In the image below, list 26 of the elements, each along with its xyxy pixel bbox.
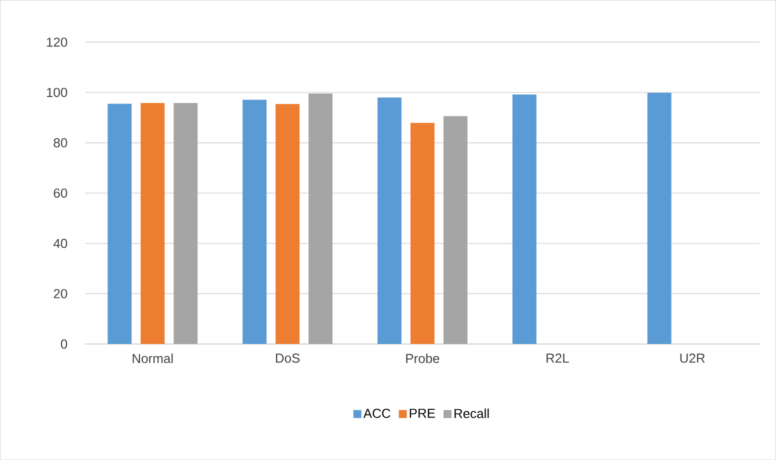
y-tick-label: 40 (53, 238, 68, 248)
bar (308, 93, 333, 344)
x-tick-label: R2L (546, 353, 569, 363)
bar (140, 102, 165, 344)
y-tick-label: 60 (54, 188, 68, 198)
x-tick-label: U2R (680, 353, 705, 363)
y-tick-label: 120 (46, 37, 68, 47)
bar (443, 116, 468, 344)
x-tick-label: Probe (406, 353, 440, 364)
y-tick-label: 80 (54, 138, 68, 148)
bar (647, 92, 672, 344)
bar (512, 94, 536, 344)
x-tick-label: DoS (276, 353, 300, 363)
y-tick-label: 100 (46, 88, 68, 97)
bar (378, 97, 402, 344)
bar (108, 104, 132, 344)
legend-label: ACC (363, 408, 390, 418)
y-tick-label: 20 (54, 289, 68, 298)
bar (410, 122, 434, 344)
bar (174, 102, 198, 344)
bar (242, 100, 267, 344)
x-tick-label: Normal (132, 353, 173, 364)
legend-label: PRE (410, 408, 435, 418)
y-tick-label: 0 (60, 339, 68, 349)
bar (276, 104, 300, 344)
legend-label: Recall (454, 408, 489, 418)
